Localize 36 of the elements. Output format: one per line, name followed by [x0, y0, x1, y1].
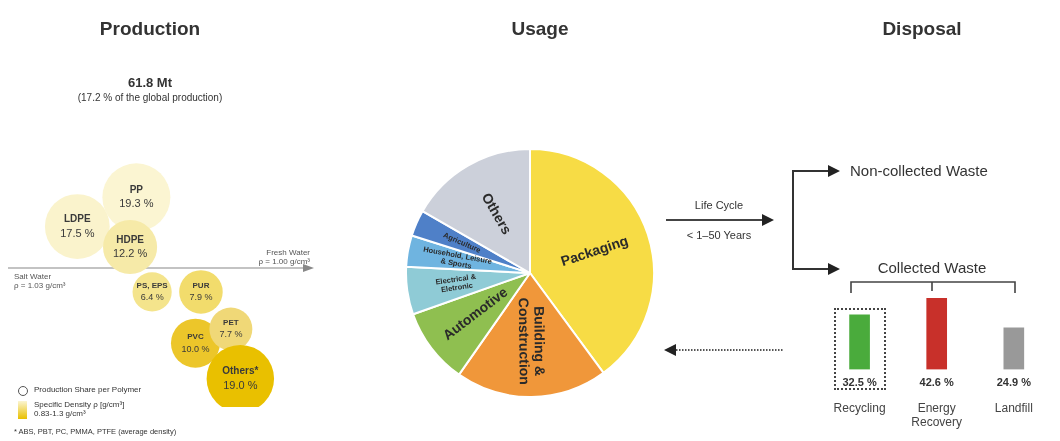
text: 61.8 Mt — [127, 75, 173, 91]
text: < 1–50 Years — [686, 229, 752, 242]
chart-title: Usage — [511, 18, 569, 40]
text: Specific Density ρ [g/cm³] 0.83-1.3 g/cm³ — [34, 400, 125, 419]
text: Non-collected Waste — [850, 162, 988, 180]
data-label: 6.4 % — [140, 292, 164, 303]
category-label: LDPE — [63, 213, 91, 225]
text: Salt Water ρ = 1.03 g/cm³ — [14, 272, 66, 291]
data-label: 7.9 % — [189, 292, 213, 303]
x-tick-label: Recycling — [833, 401, 886, 416]
data-label: 7.7 % — [219, 329, 243, 340]
category-label: Others* — [222, 365, 259, 377]
category-label: PUR — [192, 281, 210, 291]
text: (17.2 % of the global production) — [77, 92, 223, 104]
data-label: 19.3 % — [119, 197, 154, 210]
data-label: 19.0 % — [223, 378, 258, 391]
data-label: 32.5 % — [842, 375, 877, 388]
text: Life Cycle — [694, 199, 744, 212]
data-label: 17.5 % — [60, 226, 95, 239]
data-label: 24.9 % — [996, 375, 1032, 388]
text: Production — [99, 18, 201, 40]
category-label: HDPE — [116, 233, 145, 245]
chart-title: Disposal — [882, 18, 962, 40]
data-label: 12.2 % — [112, 247, 148, 260]
text: Collected Waste — [877, 259, 987, 277]
text: Production Share per Polymer — [34, 385, 142, 395]
data-label: 42.6 % — [919, 375, 955, 388]
data-label: 10.0 % — [181, 343, 210, 354]
category-label: PS, EPS — [136, 281, 169, 291]
category-label: PVC — [187, 332, 204, 342]
text: Fresh Water ρ = 1.00 g/cm³ — [258, 248, 310, 267]
category-label: PET — [223, 318, 239, 328]
slice-label: Building & Construction — [515, 297, 549, 385]
x-tick-label: Energy Recovery — [911, 401, 963, 430]
x-tick-label: Landfill — [994, 401, 1033, 416]
category-label: PP — [129, 184, 144, 196]
